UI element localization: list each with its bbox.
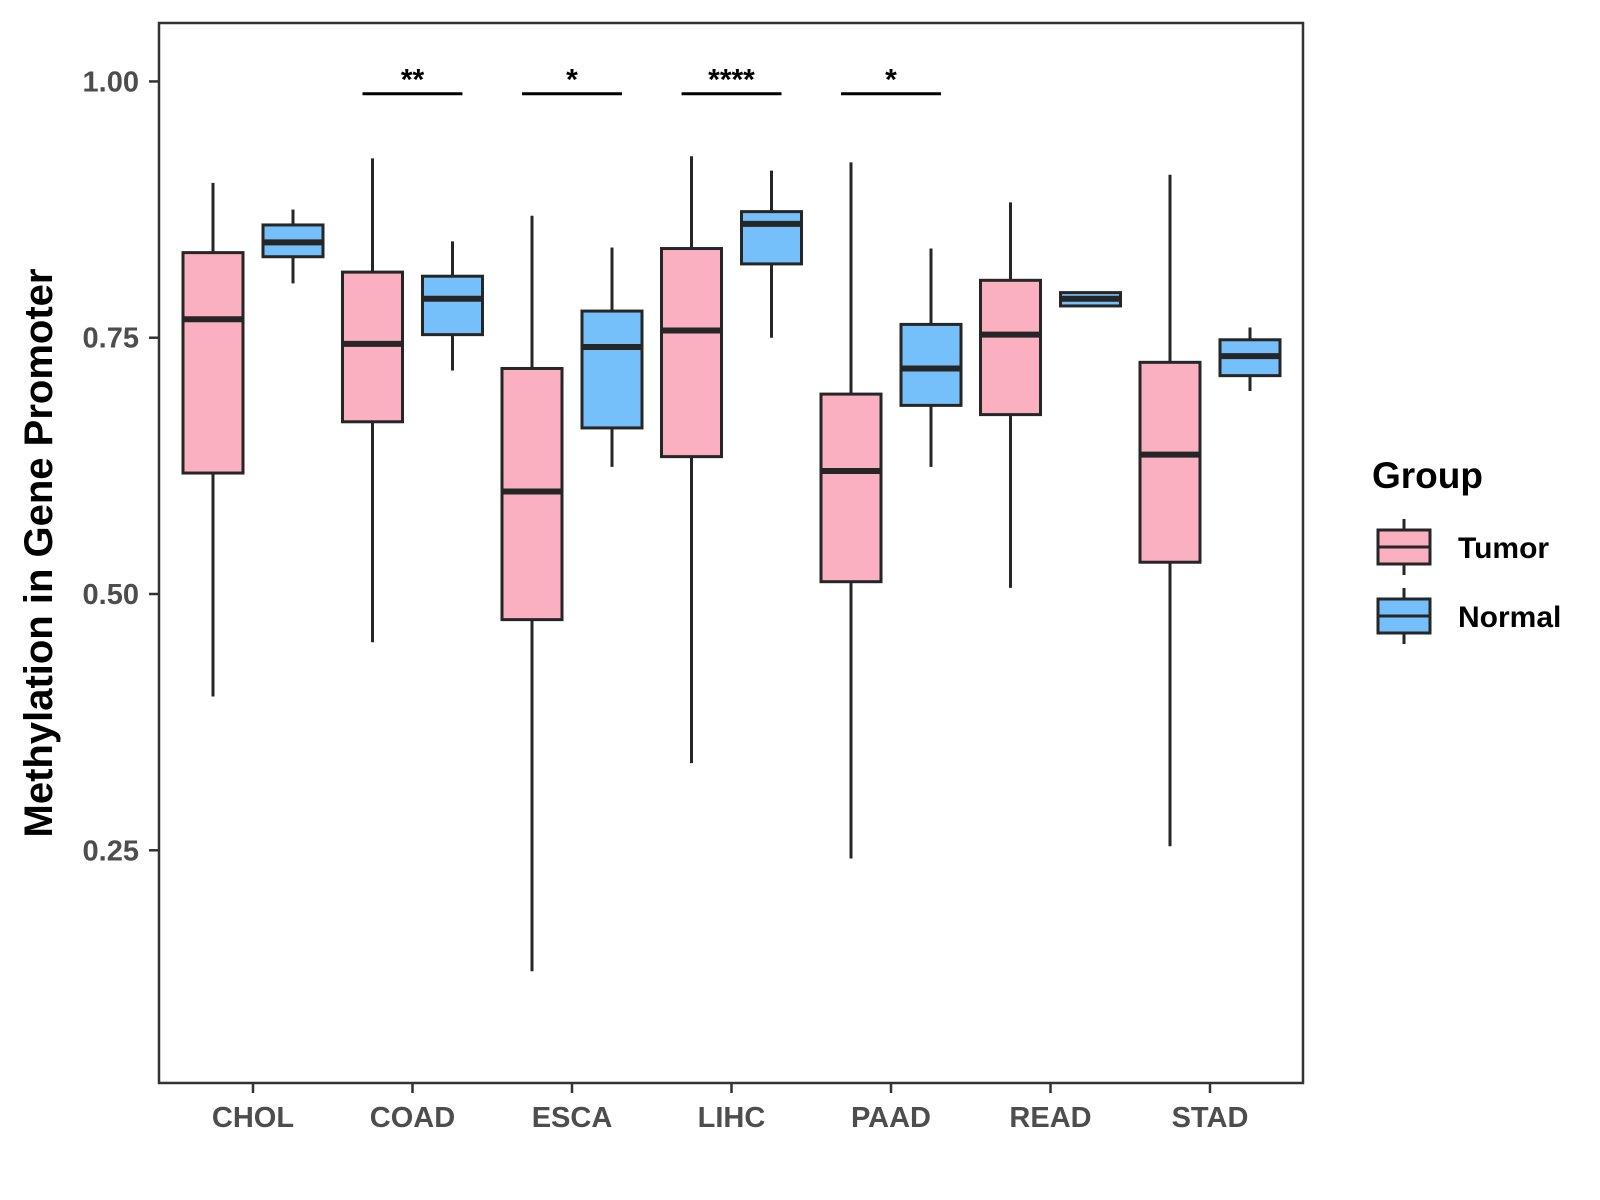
box-normal-paad (899, 248, 963, 467)
box-normal-chol (261, 209, 325, 284)
significance-label: ** (401, 64, 425, 97)
x-tick-label: PAAD (851, 1102, 931, 1134)
box-tumor-coad (341, 158, 404, 643)
box-tumor-paad (819, 162, 883, 859)
box-iqr (181, 251, 245, 475)
y-tick-label: 0.50 (83, 579, 139, 611)
legend-item-normal: Normal (1376, 588, 1561, 644)
box-tumor-lihc (660, 156, 723, 764)
box-iqr (341, 270, 404, 424)
legend-item-tumor: Tumor (1376, 519, 1549, 575)
significance-label: **** (708, 64, 755, 97)
y-axis: 0.25 0.50 0.75 1.00 (83, 66, 159, 867)
x-tick-label: READ (1009, 1102, 1091, 1134)
box-tumor-stad (1138, 174, 1202, 847)
significance-label: * (885, 64, 897, 97)
y-axis-title: Methylation in Gene Promoter (17, 269, 61, 838)
box-normal-esca (580, 247, 644, 467)
box-normal-read (1059, 291, 1122, 308)
legend-label: Normal (1458, 601, 1561, 634)
box-iqr (979, 278, 1042, 417)
box-normal-lihc (740, 170, 803, 338)
significance-label: * (566, 64, 578, 97)
y-tick-label: 0.75 (83, 323, 139, 355)
box-iqr (660, 247, 723, 459)
legend: Group Tumor Normal (1372, 455, 1561, 644)
x-axis: CHOL COAD ESCA LIHC PAAD READ STAD (212, 1083, 1248, 1134)
legend-title: Group (1372, 455, 1483, 496)
x-tick-label: COAD (370, 1102, 455, 1134)
box-tumor-esca (500, 215, 564, 972)
box-normal-stad (1218, 327, 1282, 392)
box-tumor-chol (181, 182, 245, 697)
box-iqr (899, 322, 963, 407)
x-tick-label: LIHC (698, 1102, 766, 1134)
box-iqr (580, 309, 644, 430)
box-iqr (1138, 360, 1202, 564)
box-iqr (819, 392, 883, 584)
x-tick-label: CHOL (212, 1102, 294, 1134)
box-iqr (740, 210, 803, 266)
box-series (181, 156, 1282, 972)
box-iqr (421, 274, 484, 337)
y-tick-label: 1.00 (83, 66, 139, 98)
y-tick-label: 0.25 (83, 835, 139, 867)
box-tumor-read (979, 202, 1042, 588)
legend-label: Tumor (1458, 532, 1549, 565)
box-normal-coad (421, 241, 484, 371)
significance-annotations: ** * **** * (362, 64, 941, 97)
x-tick-label: STAD (1172, 1102, 1249, 1134)
plot-panel (157, 21, 1305, 1085)
x-tick-label: ESCA (532, 1102, 613, 1134)
